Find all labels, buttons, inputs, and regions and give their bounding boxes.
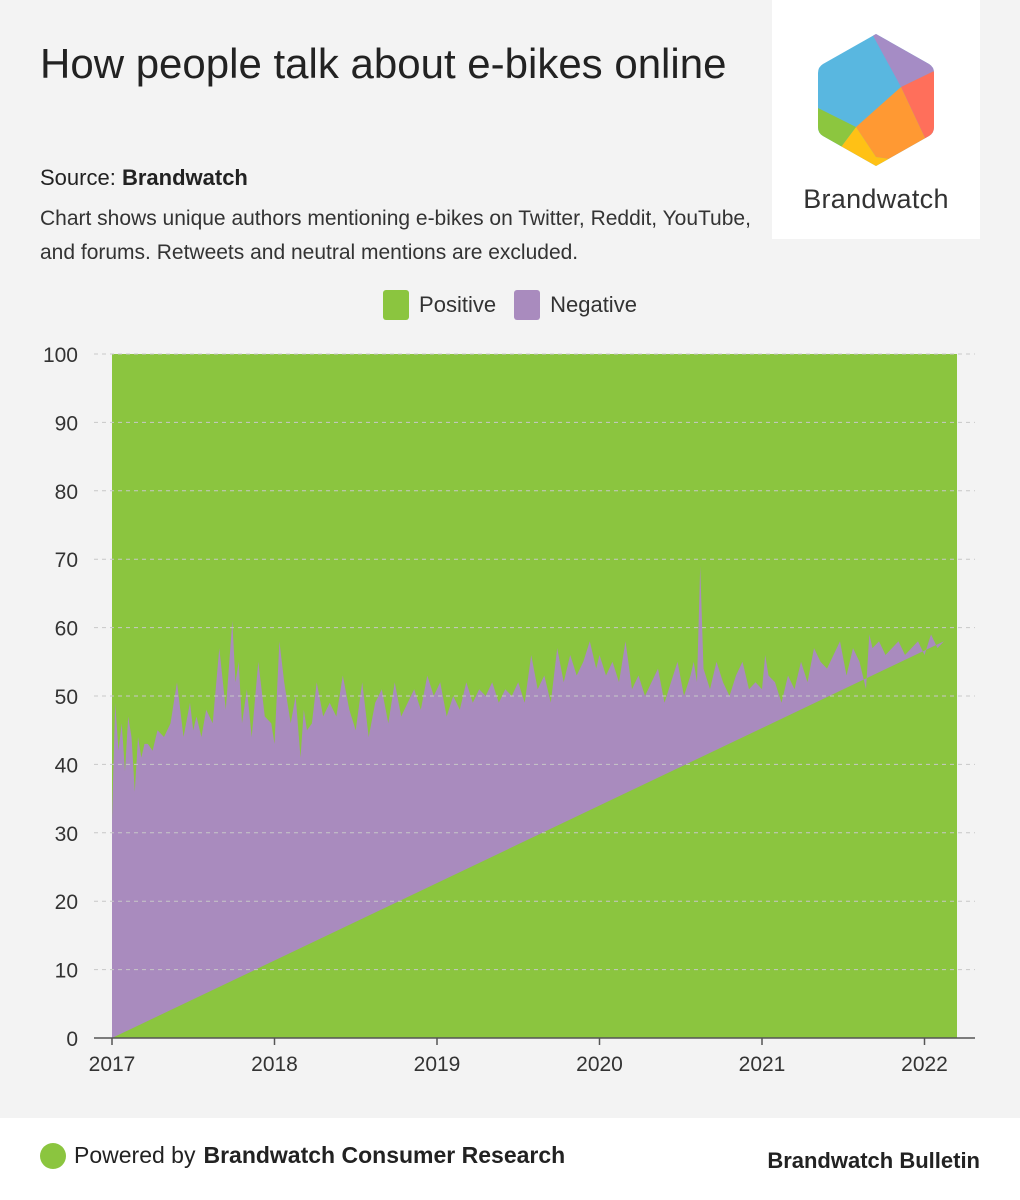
y-tick-label-0: 0: [66, 1028, 78, 1051]
powered-by: Powered by Brandwatch Consumer Research: [40, 1142, 565, 1169]
logo-segment-orange: [856, 87, 926, 162]
y-tick-label-20: 20: [55, 891, 78, 914]
brandwatch-logo: Brandwatch: [772, 0, 980, 239]
hexagon-logo-icon: [818, 34, 934, 166]
x-tick-label-2017: 2017: [89, 1053, 136, 1076]
powered-name[interactable]: Brandwatch Consumer Research: [203, 1142, 566, 1168]
powered-prefix: Powered by: [74, 1142, 196, 1168]
y-tick-label-10: 10: [55, 960, 78, 983]
legend-swatch-positive: [383, 290, 410, 320]
y-tick-label-40: 40: [55, 754, 78, 777]
legend-label-negative: Negative: [550, 292, 637, 317]
legend-item-positive[interactable]: Positive: [383, 290, 496, 320]
x-tick-label-2021: 2021: [739, 1053, 786, 1076]
green-dot-icon: [40, 1142, 66, 1169]
y-tick-label-100: 100: [43, 344, 78, 367]
legend-item-negative[interactable]: Negative: [514, 290, 637, 320]
source-line: Source: Brandwatch: [40, 165, 248, 191]
series-area-negative: [112, 566, 944, 1038]
x-tick-label-2018: 2018: [251, 1053, 298, 1076]
footer: Powered by Brandwatch Consumer Research …: [0, 1118, 1020, 1200]
chart-title: How people talk about e-bikes online: [40, 40, 727, 87]
y-tick-label-80: 80: [55, 481, 78, 504]
logo-segment-green: [818, 107, 856, 147]
chart-legend: Positive Negative: [0, 290, 1020, 320]
y-tick-label-30: 30: [55, 823, 78, 846]
logo-segment-red: [901, 70, 934, 142]
y-tick-label-50: 50: [55, 686, 78, 709]
y-tick-label-90: 90: [55, 412, 78, 435]
legend-swatch-negative: [514, 290, 541, 320]
footer-brand[interactable]: Brandwatch Bulletin: [767, 1148, 980, 1173]
logo-wordmark: Brandwatch: [803, 184, 949, 214]
y-tick-label-60: 60: [55, 618, 78, 641]
chart-description: Chart shows unique authors mentioning e-…: [40, 207, 751, 264]
source-name: Brandwatch: [121, 165, 248, 190]
stacked-area-chart: 0 10 20 30 40 50 60 70 80 90 100 2017 2018 2019 2020 20…: [43, 344, 975, 1076]
y-tick-label-70: 70: [55, 549, 78, 572]
x-tick-label-2019: 2019: [414, 1053, 461, 1076]
legend-label-positive: Positive: [419, 292, 497, 317]
x-tick-label-2020: 2020: [576, 1053, 623, 1076]
x-tick-label-2022: 2022: [901, 1053, 948, 1076]
source-label: Source:: [40, 165, 116, 190]
